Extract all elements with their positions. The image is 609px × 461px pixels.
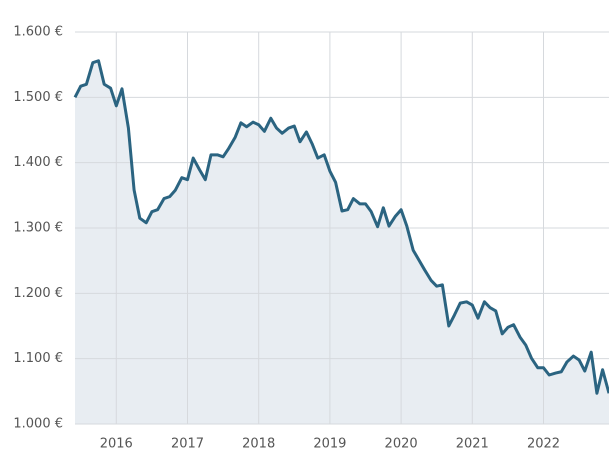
x-tick-label: 2022 bbox=[527, 437, 560, 452]
y-tick-label: 1.600 € bbox=[13, 25, 63, 40]
price-line bbox=[73, 59, 609, 395]
x-tick-label: 2019 bbox=[313, 437, 346, 452]
x-tick-label: 2017 bbox=[171, 437, 204, 452]
x-tick-label: 2021 bbox=[456, 437, 489, 452]
x-tick-label: 2018 bbox=[242, 437, 275, 452]
y-tick-label: 1.100 € bbox=[13, 351, 63, 366]
y-tick-label: 1.400 € bbox=[13, 155, 63, 170]
y-tick-label: 1.500 € bbox=[13, 90, 63, 105]
area-fill bbox=[75, 60, 609, 424]
y-tick-label: 1.200 € bbox=[13, 286, 63, 301]
y-tick-label: 1.300 € bbox=[13, 221, 63, 236]
y-tick-label: 1.000 € bbox=[13, 417, 63, 432]
x-tick-label: 2016 bbox=[100, 437, 133, 452]
x-tick-label: 2020 bbox=[385, 437, 418, 452]
